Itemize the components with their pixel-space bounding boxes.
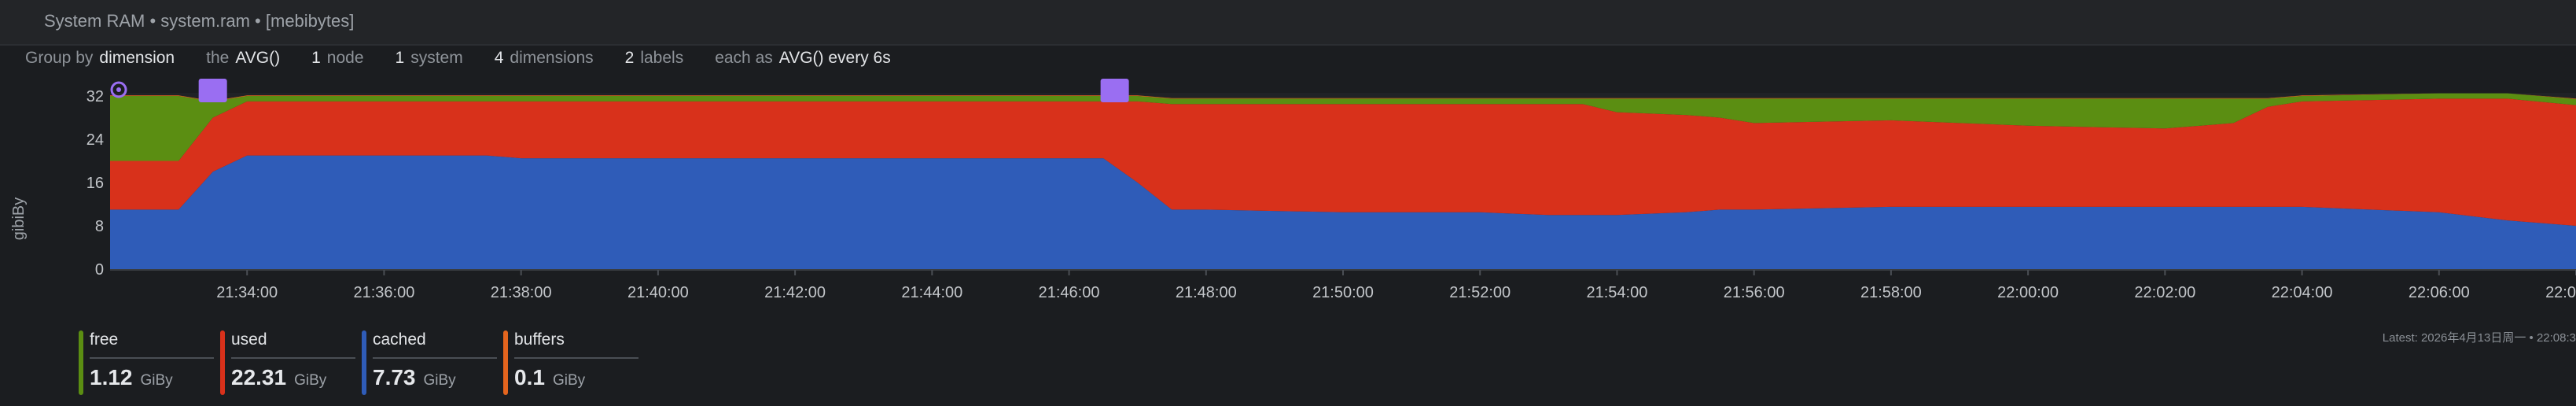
legend-value: 1.12 — [90, 365, 133, 389]
labels-label: labels — [640, 49, 684, 67]
aggregation-selector[interactable]: the AVG() — [206, 49, 280, 76]
legend-unit: GiBy — [294, 372, 327, 389]
y-tick-label: 8 — [95, 218, 104, 235]
y-axis-label: gibiBy — [10, 197, 28, 240]
annotation-marker[interactable] — [1100, 79, 1129, 102]
group-by-bar: Group by dimension the AVG() 1 node 1 system… — [25, 49, 922, 76]
legend-unit: GiBy — [552, 372, 586, 389]
legend-name: free — [90, 330, 119, 349]
systems-count: 1 — [395, 49, 405, 67]
time-aggregation-label: each as — [715, 49, 773, 67]
x-tick-label: 21:44:00 — [901, 284, 962, 301]
nodes-count: 1 — [311, 49, 321, 67]
legend-value: 0.1 — [514, 365, 545, 389]
x-tick-label: 22:04:00 — [2272, 284, 2333, 301]
legend-underline — [373, 357, 497, 359]
series-area-free — [110, 93, 2576, 161]
legend-item-cached[interactable]: cached 7.73 GiBy — [362, 330, 497, 398]
legend-item-free[interactable]: free 1.12 GiBy — [79, 330, 214, 398]
time-aggregation-value: AVG() every 6s — [778, 49, 891, 67]
group-by-dimension[interactable]: Group by dimension — [25, 49, 175, 76]
nodes-selector[interactable]: 1 node — [311, 49, 363, 76]
legend-item-buffers[interactable]: buffers 0.1 GiBy — [503, 330, 638, 398]
dimensions-selector[interactable]: 4 dimensions — [495, 49, 594, 76]
labels-count: 2 — [624, 49, 635, 67]
legend-color-swatch — [362, 330, 366, 395]
x-tick-label: 22:02:00 — [2134, 284, 2195, 301]
x-tick-label: 21:46:00 — [1039, 284, 1100, 301]
legend-unit: GiBy — [423, 372, 456, 389]
aggregation-label: the — [206, 49, 230, 67]
legend-value: 7.73 — [373, 365, 416, 389]
x-tick-label: 21:56:00 — [1724, 284, 1785, 301]
x-tick-label: 21:34:00 — [216, 284, 278, 301]
legend-color-swatch — [79, 330, 83, 395]
legend-name: buffers — [514, 330, 565, 349]
x-tick-label: 21:50:00 — [1312, 284, 1374, 301]
legend-color-swatch — [503, 330, 508, 395]
nodes-label: node — [326, 49, 364, 67]
legend-name: used — [231, 330, 267, 349]
systems-selector[interactable]: 1 system — [396, 49, 463, 76]
legend-name: cached — [373, 330, 426, 349]
y-tick-label: 16 — [86, 175, 104, 192]
legend-unit: GiBy — [140, 372, 173, 389]
x-tick-label: 21:40:00 — [627, 284, 689, 301]
legend-underline — [231, 357, 355, 359]
legend-underline — [90, 357, 214, 359]
y-tick-label: 32 — [86, 88, 104, 105]
group-by-value: dimension — [99, 49, 175, 67]
series-area-used — [110, 98, 2576, 227]
x-tick-label: 21:54:00 — [1587, 284, 1648, 301]
x-tick-label: 21:36:00 — [354, 284, 415, 301]
annotation-marker[interactable] — [198, 79, 227, 102]
x-tick-label: 22:06:00 — [2409, 284, 2470, 301]
gear-icon-hub — [116, 87, 121, 92]
legend-value: 22.31 — [231, 365, 287, 389]
dimensions-label: dimensions — [510, 49, 594, 67]
x-tick-label: 21:42:00 — [764, 284, 826, 301]
x-tick-label: 22:00:00 — [1997, 284, 2059, 301]
time-aggregation-selector[interactable]: each as AVG() every 6s — [715, 49, 891, 76]
y-tick-label: 24 — [86, 131, 104, 149]
group-by-label: Group by — [25, 49, 94, 67]
systems-label: system — [410, 49, 463, 67]
x-tick-label: 21:38:00 — [491, 284, 552, 301]
dimensions-count: 4 — [494, 49, 504, 67]
x-tick-label: 22:08:00 — [2545, 284, 2576, 301]
plot-area: 0 8 16 24 32 21:34:00 21:36:00 21:38:00 21:40:00… — [86, 79, 2576, 301]
x-tick-label: 21:48:00 — [1176, 284, 1237, 301]
legend: free 1.12 GiBy used 22.31 GiBy cached 7.73… — [0, 323, 2576, 406]
x-tick-label: 21:58:00 — [1860, 284, 1922, 301]
legend-underline — [514, 357, 638, 359]
legend-item-used[interactable]: used 22.31 GiBy — [220, 330, 355, 398]
legend-color-swatch — [220, 330, 225, 395]
chart-title-bar: System RAM • system.ram • [mebibytes] — [0, 0, 2576, 46]
chart-settings-icon[interactable] — [110, 81, 127, 98]
latest-timestamp: Latest: 2026年4月13日周一 • 22:08:3 — [2382, 331, 2576, 345]
gear-icon-ring — [110, 81, 127, 98]
x-tick-label: 21:52:00 — [1449, 284, 1511, 301]
labels-selector[interactable]: 2 labels — [625, 49, 684, 76]
chart-title: System RAM • system.ram • [mebibytes] — [44, 11, 355, 31]
aggregation-value: AVG() — [235, 49, 281, 67]
y-tick-label: 0 — [95, 261, 104, 279]
ram-stacked-area-chart[interactable]: gibiBy 0 8 16 24 32 21:34:00 21:36:00 21:38:00 2… — [0, 79, 2576, 315]
